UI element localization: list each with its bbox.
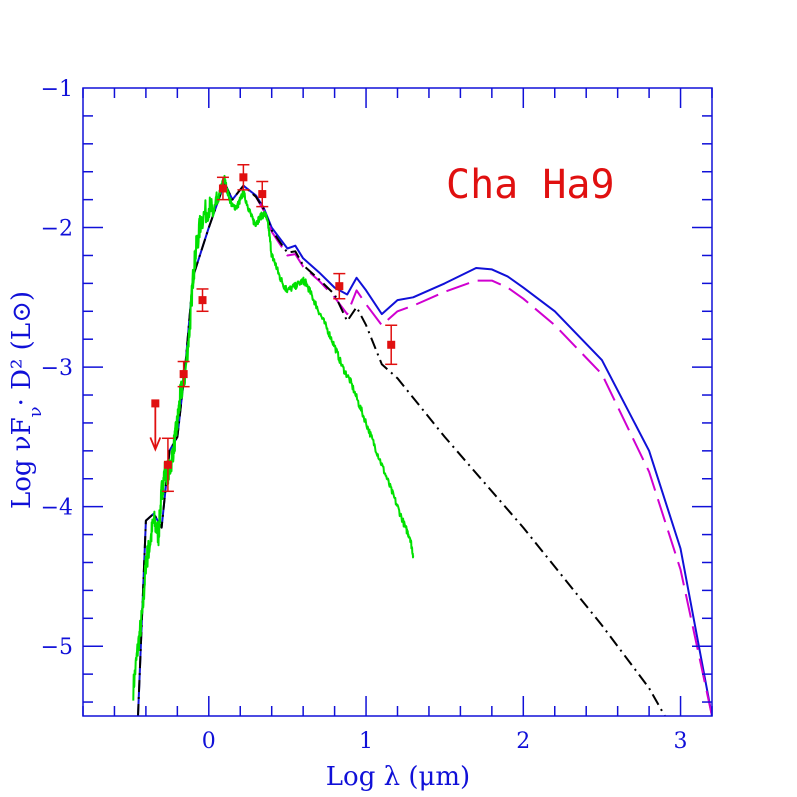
- photosphere-line: [137, 181, 666, 716]
- tick-labels: 0 1 2 3 −5 −4 −3 −2 −1: [41, 77, 688, 754]
- data-point: [163, 460, 172, 469]
- plot-area: [132, 174, 712, 716]
- y-tick-label: −2: [41, 217, 73, 242]
- model-total-line: [137, 181, 712, 716]
- x-tick-label: 2: [516, 729, 530, 754]
- y-tick-label: −1: [41, 77, 73, 102]
- data-point: [387, 340, 396, 349]
- data-point: [239, 173, 248, 182]
- data-point: [218, 184, 227, 193]
- data-point: [151, 399, 160, 408]
- plot-frame: [82, 87, 713, 717]
- x-tick-label: 3: [674, 729, 688, 754]
- model-dashed-line: [255, 196, 712, 716]
- object-name-annotation: Cha Ha9: [446, 162, 615, 208]
- x-tick-label: 1: [359, 729, 373, 754]
- y-axis-title: Log νFν· D² (L⊙): [7, 291, 46, 509]
- spectrum-line: [132, 174, 415, 701]
- upper-limit-arrowhead: [149, 437, 162, 452]
- y-tick-label: −3: [41, 356, 73, 381]
- photometry-points: [149, 164, 398, 493]
- y-tick-label: −4: [41, 496, 73, 521]
- axis-ticks: [82, 88, 713, 716]
- y-tick-label: −5: [41, 635, 73, 660]
- data-point: [335, 282, 344, 291]
- data-point: [179, 370, 188, 379]
- data-point: [258, 190, 267, 199]
- x-tick-label: 0: [202, 729, 216, 754]
- data-point: [198, 296, 207, 305]
- x-axis-title: Log λ (μm): [326, 762, 470, 792]
